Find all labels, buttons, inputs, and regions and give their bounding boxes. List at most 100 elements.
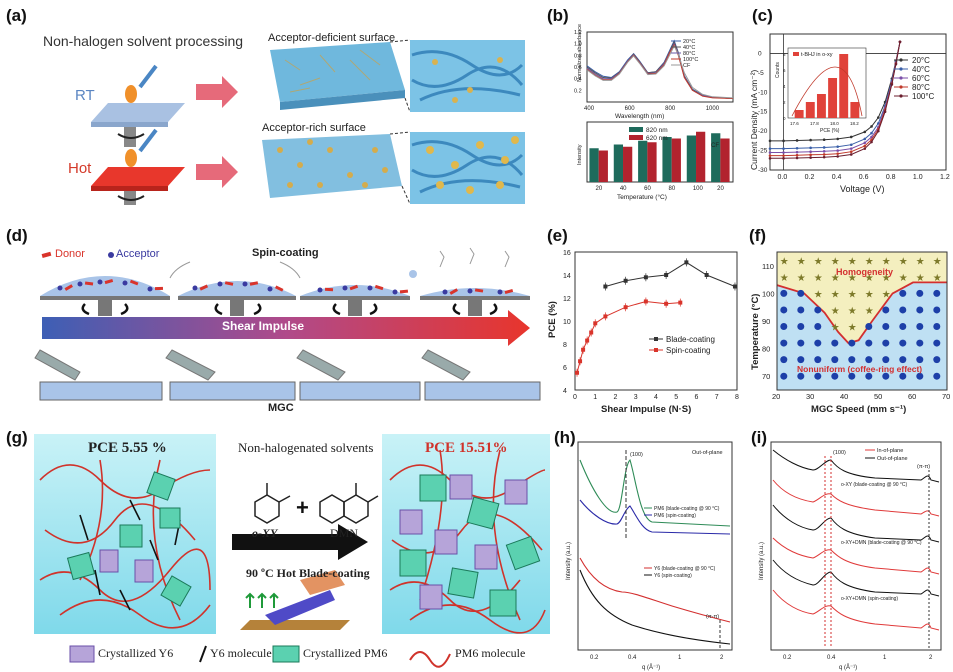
sphere-marker	[814, 339, 822, 347]
star-marker: ★	[916, 273, 925, 284]
data-point	[863, 147, 867, 150]
legend-label: 20°C	[912, 56, 930, 65]
x-axis-label: Shear Impulse (N·S)	[601, 404, 691, 415]
x-tick-label: 50	[874, 392, 882, 401]
y-tick-label: -20	[758, 128, 768, 135]
chart-h: (100) (π-π) Out-of-plane PM6 (blade-coating…	[566, 441, 733, 671]
y-axis-label: Intensity (a.u.)	[566, 542, 572, 580]
y-tick-label: 0.4	[574, 77, 582, 83]
y-tick-label: 0.8	[574, 53, 582, 59]
legend-swatch	[629, 135, 643, 140]
inset-x-tick: 18.2	[850, 121, 859, 126]
star-marker: ★	[831, 306, 840, 317]
legend-label: 620 nm	[646, 135, 668, 142]
rt-substrate	[91, 64, 185, 147]
data-point	[782, 154, 785, 157]
donor-dash	[399, 289, 409, 294]
star-marker: ★	[933, 256, 942, 267]
x-axis-label: MGC Speed (mm s⁻¹)	[811, 404, 906, 415]
star-marker: ★	[865, 289, 874, 300]
bar	[686, 135, 697, 182]
data-point	[863, 144, 867, 148]
acceptor-dot	[217, 281, 223, 287]
sphere-marker	[814, 372, 822, 380]
arrow-right-icon	[196, 76, 238, 108]
bar	[598, 150, 608, 182]
chart-f: ★ ★ ★ ★ ★ ★ ★ ★ ★ ★ ★ ★ ★ ★ ★ ★ ★ ★ ★ ★ ★ ★ ★ ★ ★ ★ ★ ★ ★ ★ 20 30 40 50 60…	[750, 251, 950, 415]
star-marker: ★	[933, 273, 942, 284]
panel-a-title: Non-halogen solvent processing	[43, 33, 244, 49]
bar	[638, 140, 648, 182]
legend-label: 40°C	[683, 45, 695, 51]
data-point	[809, 146, 812, 150]
series-line	[772, 537, 940, 575]
pm6-molecule-icon	[409, 651, 451, 668]
data-point	[849, 135, 853, 139]
bar	[696, 131, 706, 182]
panel-label: (c)	[752, 6, 773, 25]
acceptor-deficient-film	[270, 39, 525, 113]
data-point	[603, 284, 608, 289]
arrow-right-icon	[196, 156, 238, 188]
legend-y6-molecule: Y6 molecule	[210, 646, 272, 660]
data-point	[664, 301, 669, 306]
star-marker: ★	[814, 256, 823, 267]
legend-label: 820 nm	[646, 127, 668, 134]
data-point	[877, 116, 880, 119]
legend-pm6-molecule: PM6 molecule	[455, 646, 526, 660]
data-point	[603, 314, 608, 319]
chart-b: 400 600 800 1000 0.2 0.4 0.6 0.8 1.0 1.2 Wavelengt…	[574, 24, 734, 201]
hot-label: Hot	[68, 160, 92, 177]
legend-label: Blade-coating	[666, 335, 715, 344]
sphere-marker	[916, 339, 924, 347]
bottom-caption: Acceptor-rich surface	[262, 122, 366, 134]
annotation-label: CF	[711, 143, 719, 149]
donor-dash	[249, 281, 259, 286]
x-tick-label: 80	[669, 186, 676, 192]
inset-bar	[828, 78, 838, 118]
panel-label: (b)	[547, 6, 569, 25]
x-tick-label: 1	[593, 394, 597, 401]
mgc-stages	[39, 381, 541, 401]
sphere-marker	[933, 372, 941, 380]
data-point	[768, 157, 772, 160]
data-point	[870, 131, 873, 135]
sphere-marker	[933, 306, 941, 314]
x-tick-label: 0.2	[783, 655, 792, 661]
series-line	[772, 504, 940, 543]
panel-d-graphic	[34, 247, 541, 401]
legend-marker	[899, 67, 903, 71]
data-point	[782, 139, 785, 143]
top-caption: Acceptor-deficient surface	[268, 32, 396, 44]
data-point	[877, 129, 880, 133]
series-line	[579, 459, 731, 527]
legend-crystallized-pm6: Crystallized PM6	[303, 646, 388, 660]
legend-swatch	[629, 127, 643, 132]
sphere-marker	[899, 323, 907, 331]
series-line	[579, 569, 731, 645]
homogeneity-label: Homogeneity	[836, 267, 893, 277]
spin-stage-2	[169, 261, 301, 316]
inset-bar	[805, 102, 815, 118]
crystallized-pm6-icon	[272, 645, 300, 663]
legend-marker	[654, 337, 658, 341]
inset-y-tick: 6	[783, 68, 786, 73]
panel-label: (d)	[6, 226, 28, 245]
sphere-marker	[933, 323, 941, 331]
series-line	[586, 43, 734, 99]
acceptor-dot	[392, 289, 398, 295]
x-axis-label: Wavelength (nm)	[615, 113, 664, 120]
bar	[623, 146, 633, 182]
donor-dash	[199, 284, 209, 291]
pce-right: PCE 15.51%	[425, 440, 508, 456]
x-tick-label: 0	[573, 394, 577, 401]
sphere-marker	[882, 356, 890, 364]
data-point	[863, 141, 867, 145]
series-line	[772, 449, 940, 483]
star-marker: ★	[797, 256, 806, 267]
data-point	[809, 153, 812, 157]
donor-dash	[104, 278, 114, 285]
y-tick-label: 70	[762, 372, 770, 381]
data-point	[768, 139, 772, 143]
data-point	[581, 347, 586, 352]
